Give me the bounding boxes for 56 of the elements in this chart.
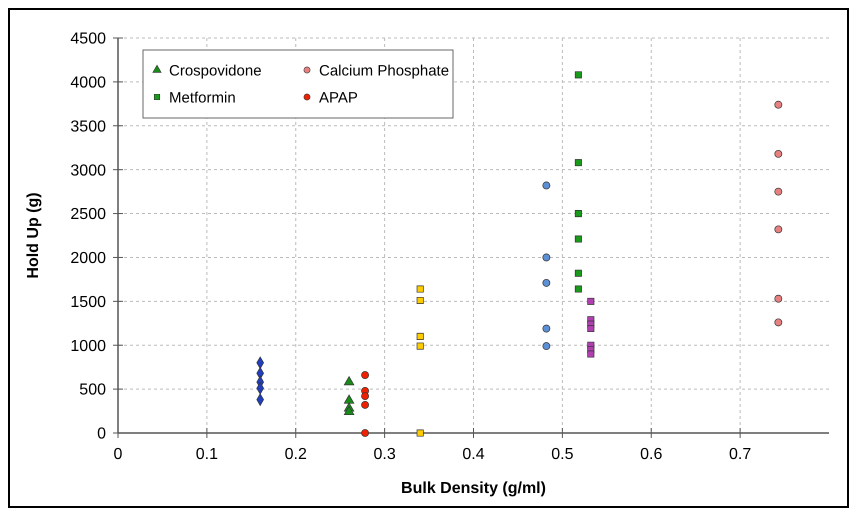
y-tick-label: 0 <box>97 426 106 443</box>
point <box>416 286 424 293</box>
point <box>774 150 782 158</box>
point <box>361 429 369 437</box>
y-tick-label: 3500 <box>70 118 106 136</box>
point <box>416 332 424 340</box>
x-tick-label: 0.5 <box>551 446 574 463</box>
point <box>587 325 594 332</box>
point <box>344 406 354 416</box>
point <box>361 401 369 409</box>
point <box>416 342 424 350</box>
x-tick-label: 0.2 <box>284 446 307 463</box>
point <box>587 298 594 305</box>
legend-label: Crospovidone <box>169 62 262 80</box>
y-tick-label: 500 <box>79 382 106 399</box>
x-tick-label: 0 <box>114 446 123 463</box>
y-tick-label: 4000 <box>70 74 106 92</box>
point <box>774 188 782 196</box>
y-tick-label: 1000 <box>70 338 106 355</box>
point <box>774 100 782 109</box>
point <box>774 318 782 326</box>
y-tick-label: 3000 <box>70 162 106 180</box>
point <box>344 376 354 386</box>
x-tick-label: 0.7 <box>729 446 752 463</box>
y-tick-label: 4500 <box>70 30 106 48</box>
point <box>542 254 550 262</box>
point <box>542 182 550 190</box>
point <box>774 225 782 234</box>
y-tick-label: 2000 <box>70 250 106 268</box>
legend-label: APAP <box>319 89 358 106</box>
x-tick-label: 0.6 <box>640 446 662 463</box>
x-tick-label: 0.3 <box>374 446 396 463</box>
point <box>416 429 424 437</box>
x-axis-title: Bulk Density (g/ml) <box>401 480 546 497</box>
point <box>416 296 424 304</box>
point <box>587 350 594 358</box>
point <box>344 394 354 404</box>
x-tick-label: 0.4 <box>462 446 485 463</box>
x-tick-label: 0.1 <box>196 446 218 463</box>
point <box>574 71 582 78</box>
point <box>574 159 582 166</box>
point <box>361 371 369 379</box>
y-tick-label: 1500 <box>70 294 106 311</box>
point <box>574 210 582 218</box>
legend-label: Metformin <box>169 89 236 106</box>
y-axis-title: Hold Up (g) <box>25 192 42 279</box>
y-tick-label: 2500 <box>70 206 106 224</box>
point <box>542 342 550 350</box>
point <box>574 236 582 243</box>
point <box>542 324 550 332</box>
point <box>574 270 582 277</box>
point <box>574 286 582 293</box>
point <box>361 392 369 400</box>
point <box>542 278 550 287</box>
point <box>774 294 782 303</box>
legend-label: Calcium Phosphate <box>319 62 450 80</box>
